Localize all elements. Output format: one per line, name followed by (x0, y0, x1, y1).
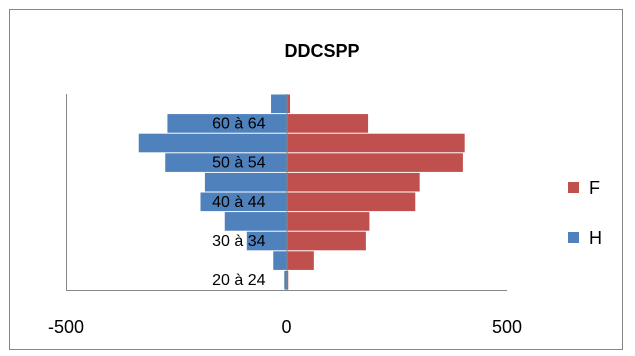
bar-f-8 (286, 114, 369, 133)
bar-f-9 (286, 94, 291, 114)
bar-h-8 (167, 114, 287, 133)
legend-swatch-h (568, 232, 579, 243)
bar-h-4 (200, 192, 287, 212)
category-label: 30 à 34 (212, 233, 265, 250)
bar-f-7 (286, 133, 465, 153)
x-tick-label: 0 (281, 317, 291, 337)
bar-h-6 (165, 153, 287, 172)
legend-swatch-f (568, 182, 579, 193)
bar-h-0 (284, 270, 287, 290)
bar-h-3 (224, 212, 287, 231)
bar-h-1 (273, 251, 287, 270)
bar-f-3 (286, 212, 370, 231)
bar-h-5 (204, 172, 287, 192)
bars-layer (138, 94, 465, 290)
bar-h-9 (271, 94, 287, 114)
bar-f-4 (286, 192, 416, 212)
category-label: 20 à 24 (212, 272, 265, 289)
bar-h-7 (138, 133, 287, 153)
legend-label-f: F (589, 178, 600, 198)
x-tick-label: 500 (492, 317, 522, 337)
category-label: 40 à 44 (212, 194, 265, 211)
bar-f-1 (286, 251, 314, 270)
legend: FH (568, 178, 602, 248)
x-axis-ticks: -500 0 500 (48, 317, 522, 337)
category-labels: 20 à 24 30 à 34 40 à 44 50 à 54 60 à 64 (212, 115, 265, 289)
bar-f-5 (286, 172, 420, 192)
bar-f-2 (286, 231, 366, 251)
bar-f-6 (286, 153, 463, 172)
chart-title: DDCSPP (284, 41, 359, 61)
legend-label-h: H (589, 228, 602, 248)
category-label: 50 à 54 (212, 155, 265, 172)
x-tick-label: -500 (48, 317, 84, 337)
category-label: 60 à 64 (212, 115, 265, 132)
bar-h-2 (246, 231, 287, 251)
